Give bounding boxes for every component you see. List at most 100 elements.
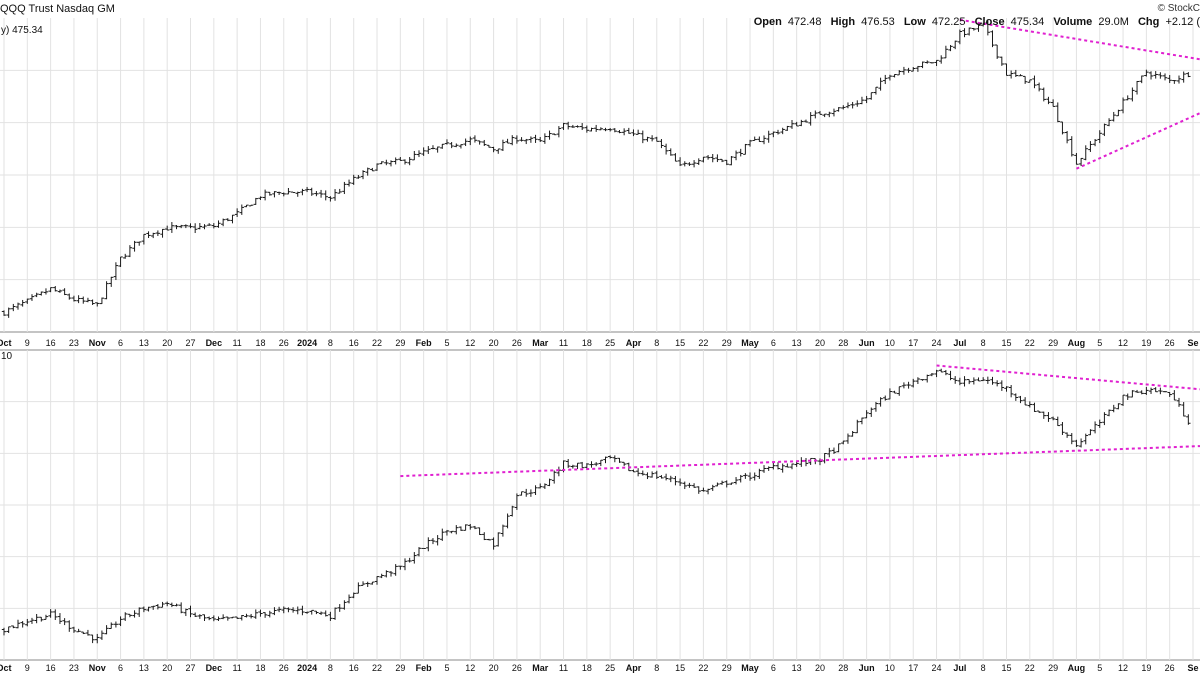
ohlc-bar	[1084, 145, 1088, 160]
ohlc-bar	[822, 453, 826, 463]
ohlc-bar	[449, 142, 453, 148]
ohlc-bar	[11, 626, 15, 629]
ohlc-bar	[561, 123, 565, 130]
ohlc-bar	[631, 129, 635, 136]
ohlc-bar	[822, 114, 826, 117]
ohlc-bar	[515, 493, 519, 509]
ohlc-bar	[100, 298, 104, 304]
ohlc-bar	[967, 28, 971, 36]
ohlc-bar	[100, 630, 104, 639]
ohlc-bar	[379, 574, 383, 578]
ohlc-bar	[123, 612, 127, 621]
ohlc-bar	[524, 489, 528, 497]
x-tick-label-lower: 28	[838, 663, 848, 673]
ohlc-bar	[365, 582, 369, 587]
ohlc-bar	[123, 254, 127, 259]
ohlc-bar	[1126, 95, 1130, 100]
x-tick-label-lower: 11	[559, 663, 568, 673]
ohlc-bar	[580, 462, 584, 468]
x-tick-label-upper: Apr	[626, 338, 642, 348]
ohlc-bar	[249, 205, 253, 206]
ohlc-bar	[1028, 80, 1032, 83]
x-tick-label-upper: Jun	[859, 338, 875, 348]
x-tick-label-lower: 8	[981, 663, 986, 673]
ohlc-bar	[603, 457, 607, 464]
x-tick-label-upper: 16	[349, 338, 359, 348]
ohlc-bar	[487, 539, 491, 540]
x-tick-label-lower: Apr	[626, 663, 642, 673]
ohlc-bar	[384, 160, 388, 165]
ohlc-bar	[571, 125, 575, 128]
ohlc-bar	[1032, 76, 1036, 89]
ohlc-bar	[184, 609, 188, 616]
ohlc-bar	[1037, 411, 1041, 413]
x-tick-label-upper: 13	[792, 338, 802, 348]
ohlc-bar	[715, 154, 719, 162]
ohlc-bar	[920, 62, 924, 69]
ohlc-bar	[818, 111, 822, 114]
ohlc-bar	[715, 483, 719, 487]
ohlc-bar	[697, 158, 701, 165]
ohlc-bar	[617, 458, 621, 463]
ohlc-bar	[16, 303, 20, 310]
ohlc-bar	[986, 377, 990, 384]
x-tick-label-upper: 22	[372, 338, 382, 348]
ohlc-bar	[1088, 141, 1092, 152]
trendline-lower-upper	[937, 366, 1200, 390]
ohlc-bar	[1065, 131, 1069, 143]
ohlc-bar	[1121, 97, 1125, 113]
ohlc-bar	[808, 112, 812, 126]
ohlc-bar	[664, 474, 668, 481]
ohlc-bar	[221, 614, 225, 619]
ohlc-bar	[76, 629, 80, 632]
x-tick-label-upper: 5	[1097, 338, 1102, 348]
ohlc-bar	[202, 615, 206, 621]
ohlc-bar	[505, 139, 509, 143]
ohlc-bar	[90, 299, 94, 305]
ohlc-bar	[1140, 76, 1144, 84]
ohlc-bar	[1042, 412, 1046, 419]
ohlc-bar	[599, 127, 603, 130]
ohlc-bar	[319, 190, 323, 198]
ohlc-bar	[613, 455, 617, 462]
ohlc-bar	[1014, 70, 1018, 77]
ohlc-bar	[911, 379, 915, 388]
ohlc-bar	[1102, 412, 1106, 425]
x-tick-label-upper: 5	[444, 338, 449, 348]
ohlc-bar	[589, 461, 593, 467]
ohlc-bar	[1046, 412, 1050, 422]
ohlc-bar	[1126, 394, 1130, 400]
ohlc-bar	[1074, 153, 1078, 165]
ohlc-bar	[930, 63, 934, 64]
ohlc-bar	[324, 190, 328, 200]
ohlc-bar	[170, 603, 174, 607]
ohlc-bar	[753, 137, 757, 141]
ohlc-bar	[771, 132, 775, 138]
ohlc-bar	[81, 297, 85, 304]
ohlc-bar	[613, 128, 617, 132]
x-tick-label-upper: 2024	[297, 338, 317, 348]
ohlc-bar	[780, 464, 784, 473]
ohlc-bar	[841, 441, 845, 445]
ohlc-bar	[841, 105, 845, 109]
x-tick-label-lower: 26	[1165, 663, 1175, 673]
ohlc-bar	[743, 144, 747, 155]
x-tick-label-lower: 13	[792, 663, 802, 673]
ohlc-bar	[519, 492, 523, 496]
ohlc-bar	[888, 388, 892, 399]
ohlc-bar	[263, 612, 267, 618]
ohlc-bar	[958, 30, 962, 45]
ohlc-bar	[268, 192, 272, 196]
x-tick-label-lower: 20	[815, 663, 825, 673]
ohlc-bar	[944, 46, 948, 58]
ohlc-bar	[641, 471, 645, 476]
grid-layer	[0, 18, 1200, 660]
chg-label: Chg	[1138, 16, 1159, 28]
ohlc-bar	[160, 229, 164, 238]
ohlc-bar	[426, 537, 430, 551]
trendlines-layer	[400, 20, 1200, 476]
ohlc-bar	[338, 189, 342, 194]
ohlc-bar	[1186, 72, 1190, 77]
ohlc-bar	[328, 196, 332, 201]
x-tick-label-upper: 22	[698, 338, 708, 348]
